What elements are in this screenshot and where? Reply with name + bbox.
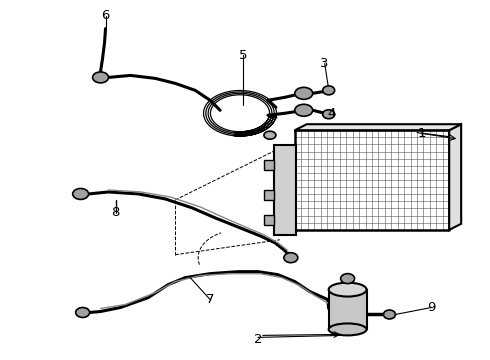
Bar [264, 160, 274, 170]
Ellipse shape [384, 310, 395, 319]
Bar [264, 215, 274, 225]
Text: 3: 3 [320, 57, 329, 70]
Ellipse shape [264, 131, 276, 139]
Polygon shape [295, 124, 461, 130]
Bar [329, 289, 367, 329]
Polygon shape [449, 124, 461, 230]
Text: 9: 9 [427, 301, 436, 314]
Ellipse shape [341, 274, 355, 284]
Ellipse shape [93, 72, 108, 83]
Ellipse shape [73, 189, 89, 199]
Text: 2: 2 [254, 333, 262, 346]
Ellipse shape [329, 323, 367, 336]
Ellipse shape [329, 283, 367, 297]
Text: 8: 8 [111, 206, 120, 219]
Bar [264, 190, 274, 200]
Text: 5: 5 [239, 49, 247, 62]
Ellipse shape [284, 253, 298, 263]
Ellipse shape [295, 87, 313, 99]
Text: 1: 1 [417, 127, 426, 140]
Ellipse shape [323, 110, 335, 119]
Text: 7: 7 [206, 293, 215, 306]
Ellipse shape [323, 86, 335, 95]
Ellipse shape [75, 307, 90, 318]
Bar [274, 145, 296, 235]
Ellipse shape [295, 104, 313, 116]
Text: 4: 4 [327, 107, 336, 120]
Text: 6: 6 [101, 9, 110, 22]
